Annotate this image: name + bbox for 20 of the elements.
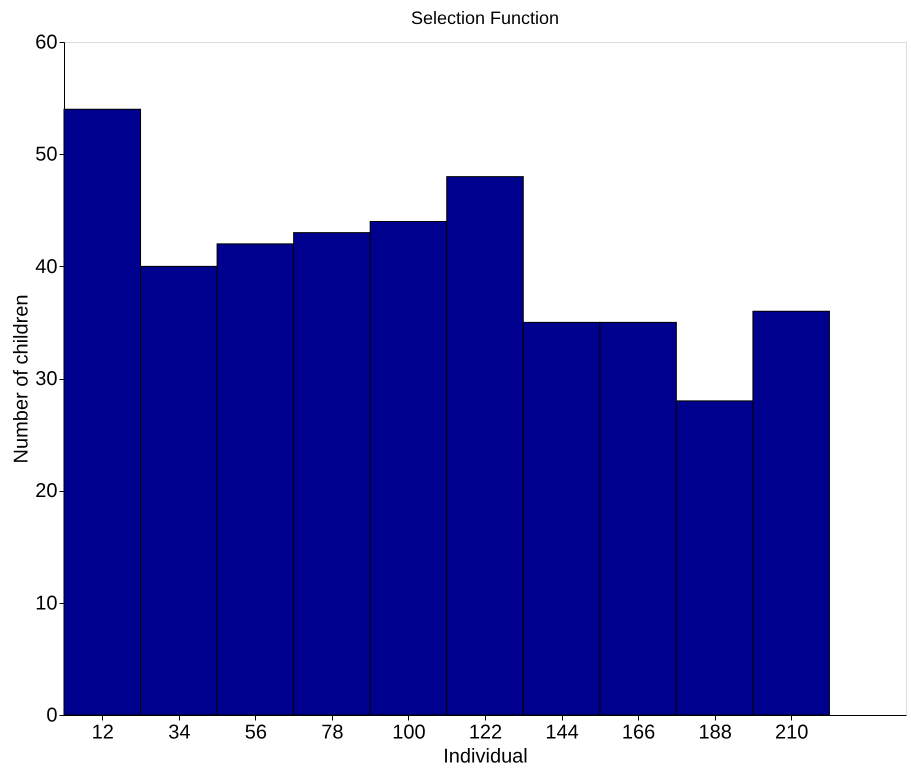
y-tick-label: 20 xyxy=(35,480,58,502)
x-tick-label: 210 xyxy=(774,722,808,744)
x-tick-label: 144 xyxy=(545,722,579,744)
x-tick-label: 34 xyxy=(168,722,190,744)
y-tick-label: 0 xyxy=(46,704,58,726)
x-axis-title: Individual xyxy=(443,746,528,768)
y-tick-label: 10 xyxy=(35,592,58,614)
x-tick-label: 122 xyxy=(468,722,502,744)
y-tick-label: 30 xyxy=(35,368,58,390)
y-tick-label: 50 xyxy=(35,144,58,166)
x-tick-label: 78 xyxy=(321,722,344,744)
y-tick-label: 60 xyxy=(35,32,58,54)
chart-title: Selection Function xyxy=(410,8,560,28)
y-axis-title: Number of children xyxy=(10,294,32,464)
y-tick-label: 40 xyxy=(35,256,58,278)
x-tick-label: 12 xyxy=(92,722,114,744)
x-tick-label: 100 xyxy=(392,722,426,744)
x-tick-label: 56 xyxy=(244,722,267,744)
x-tick-label: 166 xyxy=(622,722,656,744)
x-tick-label: 188 xyxy=(698,722,732,744)
